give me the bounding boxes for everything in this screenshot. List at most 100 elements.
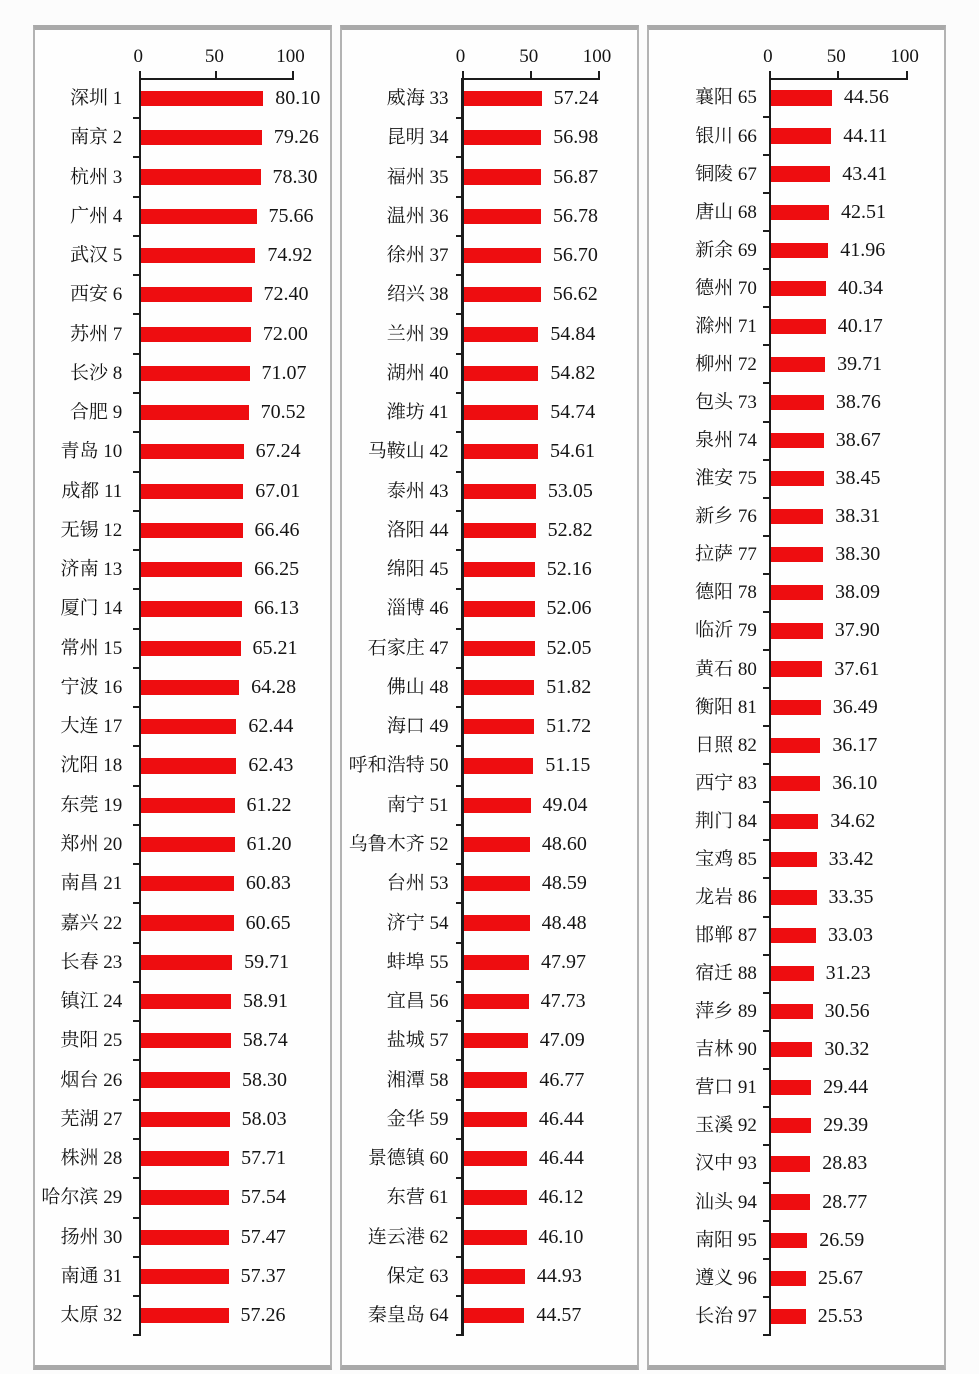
value-label: 47.09 bbox=[539, 1029, 585, 1052]
bar bbox=[463, 365, 539, 381]
value-label: 75.66 bbox=[268, 204, 314, 227]
value-label: 44.93 bbox=[536, 1264, 582, 1287]
bar bbox=[771, 242, 829, 258]
value-label: 49.04 bbox=[542, 793, 588, 816]
category-label: 福州 35 bbox=[386, 166, 449, 188]
category-label: 深圳 1 bbox=[70, 88, 123, 110]
bar bbox=[463, 562, 535, 578]
y-tick bbox=[455, 1137, 462, 1140]
y-tick bbox=[133, 1098, 140, 1101]
value-label: 54.84 bbox=[550, 322, 596, 345]
bar bbox=[771, 1270, 807, 1286]
value-label: 44.56 bbox=[843, 86, 889, 109]
bar bbox=[463, 405, 539, 421]
category-label: 泰州 43 bbox=[386, 480, 449, 502]
y-tick bbox=[455, 195, 462, 198]
y-tick bbox=[762, 1067, 769, 1070]
y-tick bbox=[133, 195, 140, 198]
bar bbox=[463, 326, 539, 342]
category-label: 滁州 71 bbox=[695, 315, 757, 337]
category-label: 贵阳 25 bbox=[60, 1030, 123, 1052]
y-tick bbox=[455, 470, 462, 473]
value-label: 70.52 bbox=[260, 401, 306, 424]
bar bbox=[463, 1111, 527, 1127]
bar bbox=[463, 287, 541, 303]
bar bbox=[141, 1190, 229, 1206]
value-label: 56.87 bbox=[553, 165, 599, 188]
bar bbox=[771, 432, 824, 449]
x-tick bbox=[461, 71, 464, 78]
bar bbox=[771, 90, 832, 106]
value-label: 80.10 bbox=[275, 87, 321, 110]
bar bbox=[141, 836, 235, 853]
value-label: 57.24 bbox=[553, 87, 599, 110]
x-axis-line bbox=[139, 77, 294, 80]
value-label: 29.39 bbox=[823, 1114, 869, 1137]
category-label: 淮安 75 bbox=[695, 468, 757, 490]
category-label: 湖州 40 bbox=[386, 362, 449, 384]
y-tick bbox=[455, 902, 462, 905]
y-tick bbox=[455, 706, 462, 709]
bar bbox=[463, 836, 530, 853]
value-label: 43.41 bbox=[842, 162, 888, 185]
category-label: 洛阳 44 bbox=[386, 519, 449, 541]
value-label: 67.24 bbox=[255, 440, 301, 463]
bar bbox=[771, 585, 824, 601]
y-tick bbox=[455, 392, 462, 394]
bar bbox=[771, 1308, 806, 1324]
bar bbox=[141, 601, 243, 617]
bar bbox=[141, 679, 240, 696]
y-tick bbox=[133, 627, 140, 630]
y-tick bbox=[762, 1182, 769, 1184]
value-label: 51.15 bbox=[545, 754, 591, 777]
category-label: 汉中 93 bbox=[695, 1153, 757, 1175]
value-label: 46.77 bbox=[539, 1068, 585, 1091]
category-label: 潍坊 41 bbox=[386, 402, 449, 424]
value-label: 48.59 bbox=[541, 872, 587, 895]
category-label: 厦门 14 bbox=[60, 598, 123, 620]
bar bbox=[463, 719, 535, 735]
value-label: 66.13 bbox=[253, 597, 299, 620]
bar bbox=[141, 247, 256, 264]
value-label: 28.83 bbox=[822, 1152, 868, 1175]
category-label: 保定 63 bbox=[386, 1265, 449, 1287]
bar bbox=[771, 775, 821, 791]
y-tick bbox=[455, 1216, 462, 1219]
value-label: 52.16 bbox=[546, 558, 592, 581]
value-label: 51.82 bbox=[546, 675, 592, 698]
value-label: 72.00 bbox=[262, 322, 308, 345]
value-label: 58.74 bbox=[242, 1029, 288, 1052]
category-label: 邯郸 87 bbox=[695, 925, 757, 947]
category-label: 金华 59 bbox=[386, 1108, 449, 1130]
value-label: 60.83 bbox=[245, 872, 291, 895]
bar bbox=[771, 1232, 808, 1248]
value-label: 36.49 bbox=[832, 695, 878, 718]
y-tick bbox=[133, 1334, 140, 1337]
value-label: 72.40 bbox=[263, 283, 309, 306]
y-tick bbox=[455, 156, 462, 159]
y-tick bbox=[762, 648, 769, 651]
y-axis-line bbox=[461, 77, 464, 1337]
bar bbox=[141, 522, 243, 538]
y-tick bbox=[133, 1059, 140, 1062]
value-label: 58.91 bbox=[242, 990, 288, 1013]
y-tick bbox=[762, 953, 769, 956]
y-tick bbox=[762, 725, 769, 728]
value-label: 38.09 bbox=[834, 581, 880, 604]
value-label: 47.73 bbox=[540, 990, 586, 1013]
y-tick bbox=[455, 863, 462, 866]
y-tick bbox=[762, 1220, 769, 1223]
y-tick bbox=[762, 763, 769, 766]
bar bbox=[141, 1308, 229, 1324]
category-label: 扬州 30 bbox=[60, 1226, 123, 1248]
value-label: 44.11 bbox=[843, 124, 888, 147]
bar bbox=[463, 1151, 527, 1167]
y-tick bbox=[455, 1177, 462, 1180]
x-tick bbox=[529, 71, 532, 78]
category-label: 佛山 48 bbox=[386, 676, 449, 698]
y-tick bbox=[133, 1137, 140, 1140]
y-tick bbox=[455, 274, 462, 277]
value-label: 61.22 bbox=[246, 793, 292, 816]
category-label: 镇江 24 bbox=[60, 991, 123, 1013]
